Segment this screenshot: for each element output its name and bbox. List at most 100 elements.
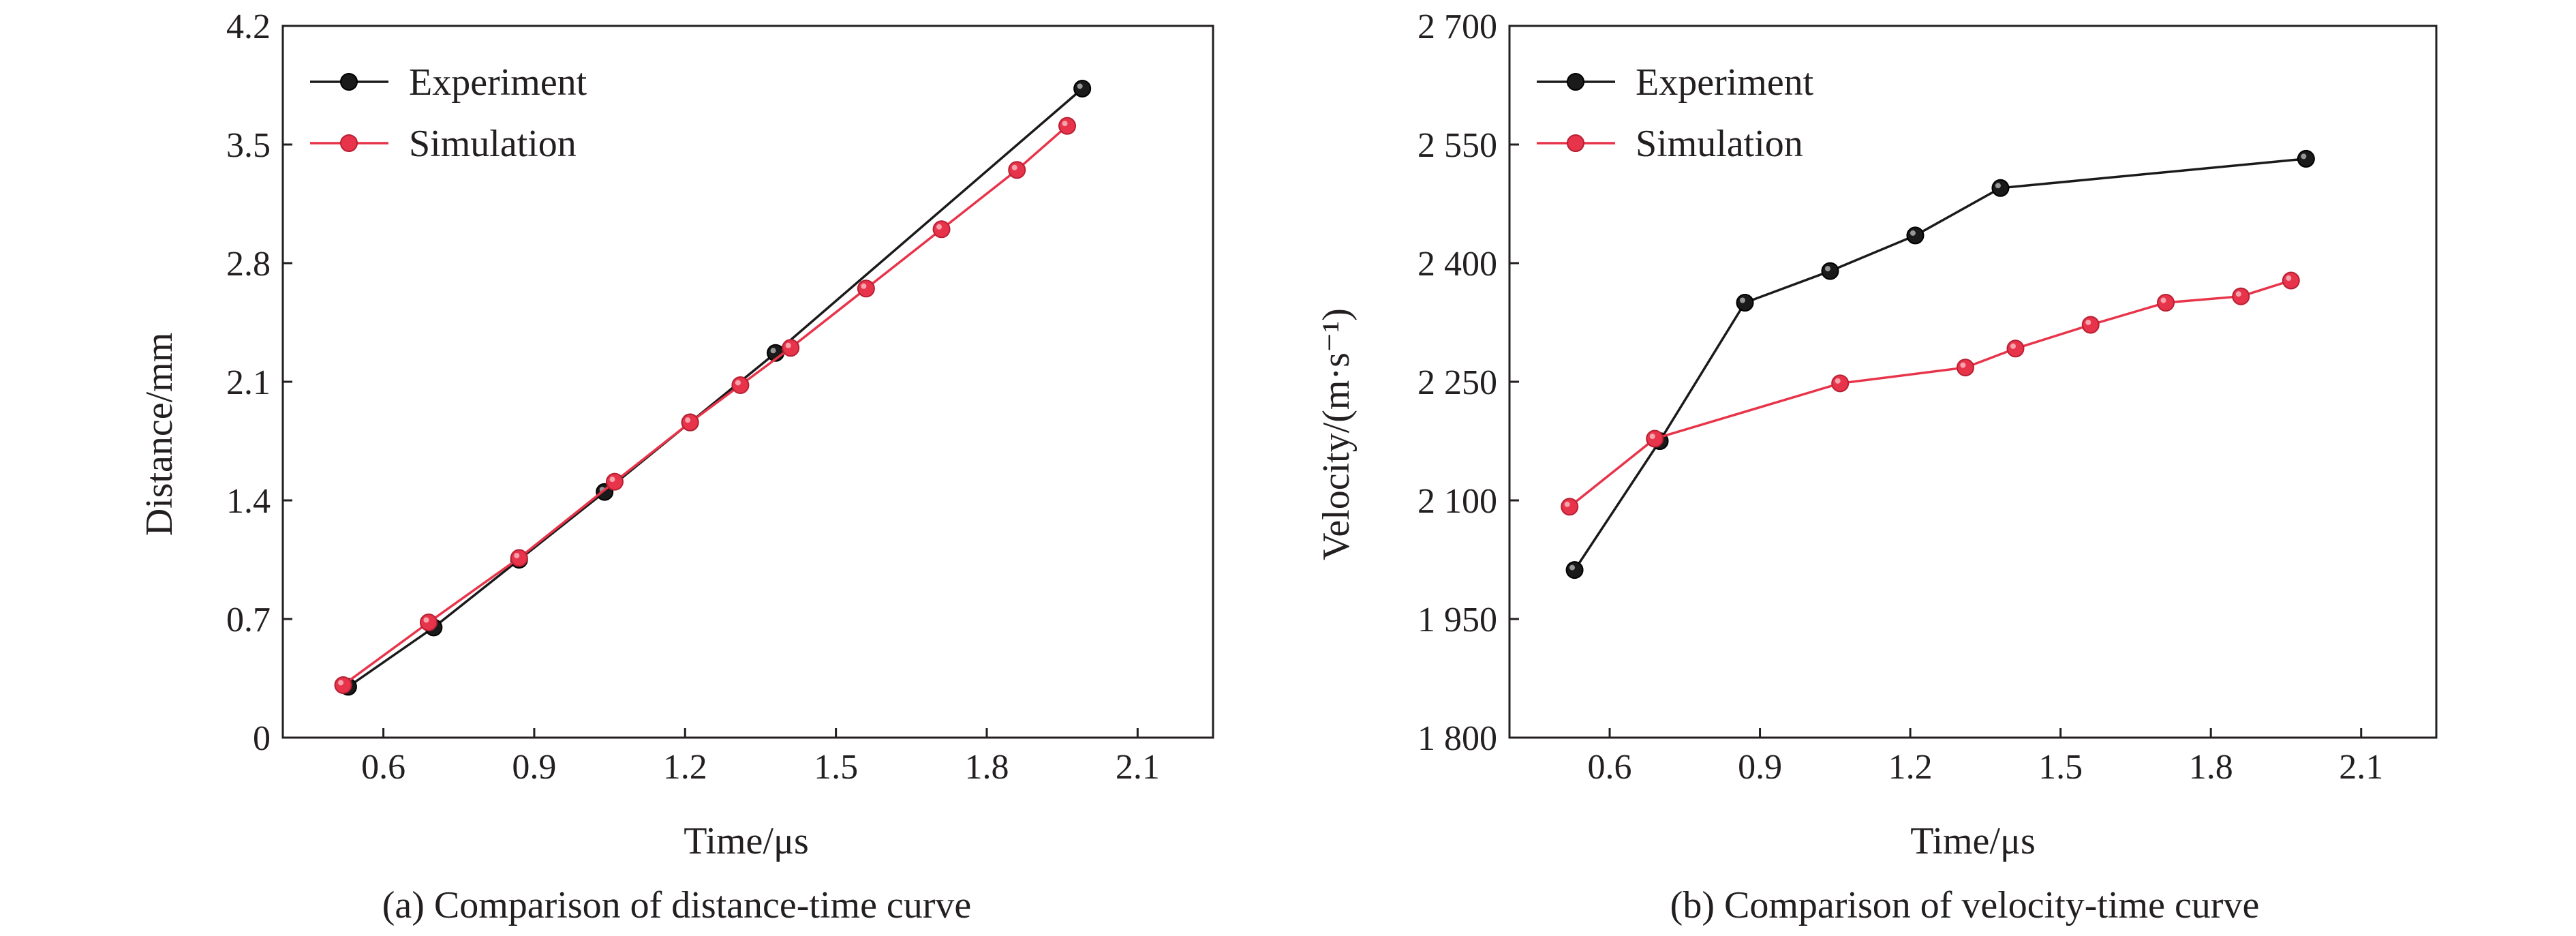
y-tick-label: 1 800: [1417, 719, 1497, 758]
legend-label: Experiment: [409, 61, 587, 104]
y-tick-label: 2 550: [1417, 126, 1497, 165]
data-point-highlight: [609, 477, 615, 483]
data-point-highlight: [514, 553, 520, 559]
data-point-highlight: [2301, 153, 2307, 160]
y-axis-title: Velocity/(m·s⁻¹): [1315, 308, 1358, 560]
series-line-simulation: [1569, 279, 2292, 508]
data-point-highlight: [1995, 183, 2001, 189]
data-point-simulation: [2006, 339, 2025, 358]
data-point-highlight: [2235, 291, 2241, 297]
data-point-simulation: [2282, 271, 2300, 290]
data-point-simulation: [1058, 117, 1077, 135]
x-axis-title: Time/μs: [1910, 820, 2036, 862]
data-point-simulation: [2232, 287, 2250, 305]
data-point-highlight: [770, 348, 776, 354]
data-point-highlight: [1569, 564, 1576, 571]
data-point-simulation: [2157, 294, 2175, 312]
data-point-experiment: [1906, 226, 1925, 245]
x-tick-label: 0.6: [1588, 748, 1632, 787]
chart-caption: (b) Comparison of velocity-time curve: [1670, 884, 2260, 926]
data-point-experiment: [1565, 561, 1584, 579]
data-point-simulation: [1561, 498, 1579, 516]
x-tick-label: 2.1: [2339, 748, 2383, 787]
legend-marker: [1567, 73, 1584, 91]
data-point-simulation: [731, 376, 750, 394]
data-point-simulation: [681, 413, 699, 432]
data-point-experiment: [2297, 149, 2315, 168]
y-tick-label: 1 950: [1417, 601, 1497, 639]
data-point-highlight: [1077, 83, 1083, 89]
series-line-experiment: [347, 87, 1084, 688]
velocity-time-chart: 0.6 0.9 1.2 1.5 1.8 2.1 1 800 1 950 2 100 2 250 2 …: [1288, 0, 2576, 936]
plot-area: 0.6 0.9 1.2 1.5 1.8 2.1 1 800 1 950 2 100 2 250 2 …: [1417, 7, 2438, 787]
data-point-highlight: [2085, 319, 2091, 325]
y-tick-label: 3.5: [226, 126, 271, 165]
data-point-highlight: [1835, 378, 1841, 384]
data-point-experiment: [1073, 79, 1092, 97]
data-point-experiment: [1821, 262, 1839, 280]
y-tick-label: 1.4: [226, 482, 271, 521]
x-tick-label: 1.5: [2038, 748, 2083, 787]
data-point-simulation: [1831, 374, 1850, 393]
x-tick-label: 0.9: [512, 748, 556, 787]
x-tick-label: 2.1: [1116, 748, 1160, 787]
y-tick-label: 2 100: [1417, 482, 1497, 521]
y-tick-label: 0: [253, 719, 271, 758]
x-tick-label: 0.9: [1738, 748, 1782, 787]
chart-caption: (a) Comparison of distance-time curve: [382, 884, 972, 926]
y-tick-label: 4.2: [226, 7, 271, 46]
y-tick-label: 2 700: [1417, 7, 1497, 46]
data-point-simulation: [857, 280, 875, 298]
series-line-simulation: [342, 125, 1069, 686]
data-point-experiment: [1736, 294, 1754, 312]
data-point-highlight: [1824, 266, 1830, 272]
x-tick-label: 1.2: [663, 748, 707, 787]
data-point-highlight: [685, 417, 691, 423]
data-point-experiment: [1991, 179, 2010, 197]
data-point-highlight: [423, 617, 429, 623]
data-point-simulation: [932, 220, 951, 239]
legend-marker: [340, 73, 358, 91]
legend-label: Simulation: [1636, 123, 1803, 165]
y-tick-label: 2 250: [1417, 363, 1497, 402]
series-line-experiment: [1574, 157, 2307, 571]
plot-area: 0.6 0.9 1.2 1.5 1.8 2.1 0 0.7 1.4 2.1 2.8 3.5 4.2 Exp…: [226, 7, 1214, 787]
data-point-highlight: [1960, 362, 1966, 368]
data-point-simulation: [1008, 161, 1026, 179]
data-point-simulation: [605, 472, 624, 491]
data-point-simulation: [1956, 359, 1974, 377]
x-tick-label: 0.6: [361, 748, 405, 787]
x-tick-label: 1.5: [814, 748, 858, 787]
data-point-highlight: [1564, 501, 1570, 507]
data-point-simulation: [334, 676, 352, 694]
data-point-simulation: [2081, 316, 2100, 334]
data-point-highlight: [2160, 297, 2166, 303]
data-point-highlight: [2010, 343, 2016, 349]
y-tick-label: 2.8: [226, 245, 271, 284]
data-point-highlight: [1740, 297, 1746, 303]
x-tick-label: 1.2: [1888, 748, 1933, 787]
data-point-highlight: [785, 342, 791, 348]
x-axis-title: Time/μs: [684, 820, 809, 862]
velocity-time-chart-svg: 0.6 0.9 1.2 1.5 1.8 2.1 1 800 1 950 2 100 2 250 2 …: [1315, 7, 2438, 926]
y-tick-label: 2 400: [1417, 245, 1497, 284]
data-point-highlight: [936, 224, 942, 230]
y-tick-label: 2.1: [226, 363, 271, 402]
data-point-highlight: [1649, 434, 1655, 440]
data-point-highlight: [2286, 275, 2292, 282]
data-point-highlight: [338, 680, 344, 686]
data-point-highlight: [1910, 230, 1916, 236]
data-point-highlight: [735, 380, 741, 386]
legend-marker: [340, 134, 358, 152]
y-axis-title: Distance/mm: [138, 333, 181, 537]
x-tick-label: 1.8: [2189, 748, 2233, 787]
data-point-simulation: [782, 339, 800, 357]
distance-time-chart-svg: 0.6 0.9 1.2 1.5 1.8 2.1 0 0.7 1.4 2.1 2.8 3.5 4.2 Exp…: [138, 7, 1214, 926]
data-point-simulation: [419, 613, 438, 631]
data-point-simulation: [1646, 429, 1664, 448]
x-tick-label: 1.8: [964, 748, 1009, 787]
legend-label: Simulation: [409, 123, 577, 165]
legend-label: Experiment: [1636, 61, 1814, 104]
data-point-highlight: [1062, 121, 1068, 127]
distance-time-chart: 0.6 0.9 1.2 1.5 1.8 2.1 0 0.7 1.4 2.1 2.8 3.5 4.2 Exp…: [138, 7, 1214, 926]
